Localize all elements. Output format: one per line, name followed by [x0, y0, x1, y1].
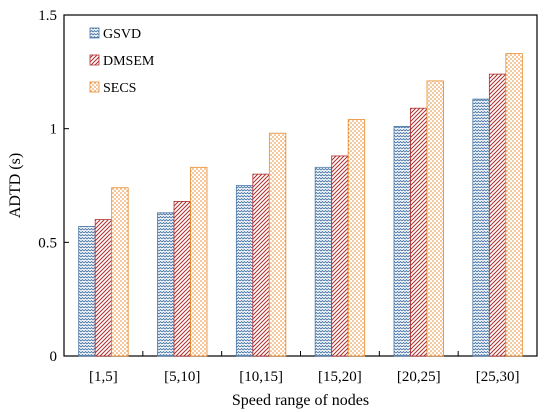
bar-gsvd-4: [314, 166, 333, 357]
bar-dmsem-6: [488, 73, 507, 357]
plot-area: 0 0.5 1 1.5 [1,5] [5,10] [10,15] [15,20] [20,25…: [38, 8, 538, 385]
bar-gsvd-6: [472, 98, 490, 357]
bar-secs-4: [347, 119, 366, 357]
bar-dmsem-4: [331, 155, 349, 357]
y-tick-label: 1: [50, 122, 58, 138]
legend-swatch-gsvd: [89, 27, 100, 39]
bar-dmsem-5: [410, 107, 428, 357]
x-tick-label: [15,20]: [318, 369, 362, 385]
bar-gsvd-5: [393, 125, 411, 357]
bar-dmsem-3: [252, 173, 270, 357]
bar-secs-3: [268, 132, 287, 357]
bar-dmsem-2: [173, 201, 191, 357]
bar-gsvd-2: [157, 212, 175, 357]
x-axis-title: Speed range of nodes: [232, 392, 369, 409]
bar-secs-6: [505, 53, 523, 357]
bar-secs-1: [111, 187, 129, 357]
y-tick-label: 0.5: [38, 235, 57, 251]
legend-swatch-secs: [89, 81, 100, 93]
x-tick-label: [1,5]: [89, 369, 118, 385]
y-axis: 0 0.5 1 1.5: [38, 8, 69, 365]
x-tick-label: [5,10]: [164, 369, 200, 385]
x-tick-label: [10,15]: [239, 369, 283, 385]
bar-secs-2: [190, 166, 208, 357]
x-tick-label: [25,30]: [476, 369, 520, 385]
x-tick-label: [20,25]: [397, 369, 441, 385]
bar-gsvd-3: [235, 185, 254, 357]
y-tick-label: 0: [50, 349, 58, 365]
legend-label-secs: SECS: [103, 81, 136, 96]
bar-dmsem-1: [94, 219, 113, 357]
bar-secs-5: [426, 80, 444, 357]
x-axis: [1,5] [5,10] [10,15] [15,20] [20,25] [25,30]: [89, 351, 519, 385]
y-tick-label: 1.5: [38, 8, 57, 24]
bars-group: [78, 53, 523, 357]
legend-label-gsvd: GSVD: [103, 27, 141, 42]
legend-swatch-dmsem: [89, 54, 100, 66]
y-axis-title: ADTD (s): [7, 153, 24, 218]
legend-label-dmsem: DMSEM: [103, 54, 155, 69]
bar-gsvd-1: [78, 226, 96, 357]
legend: GSVD DMSEM SECS: [89, 27, 155, 96]
